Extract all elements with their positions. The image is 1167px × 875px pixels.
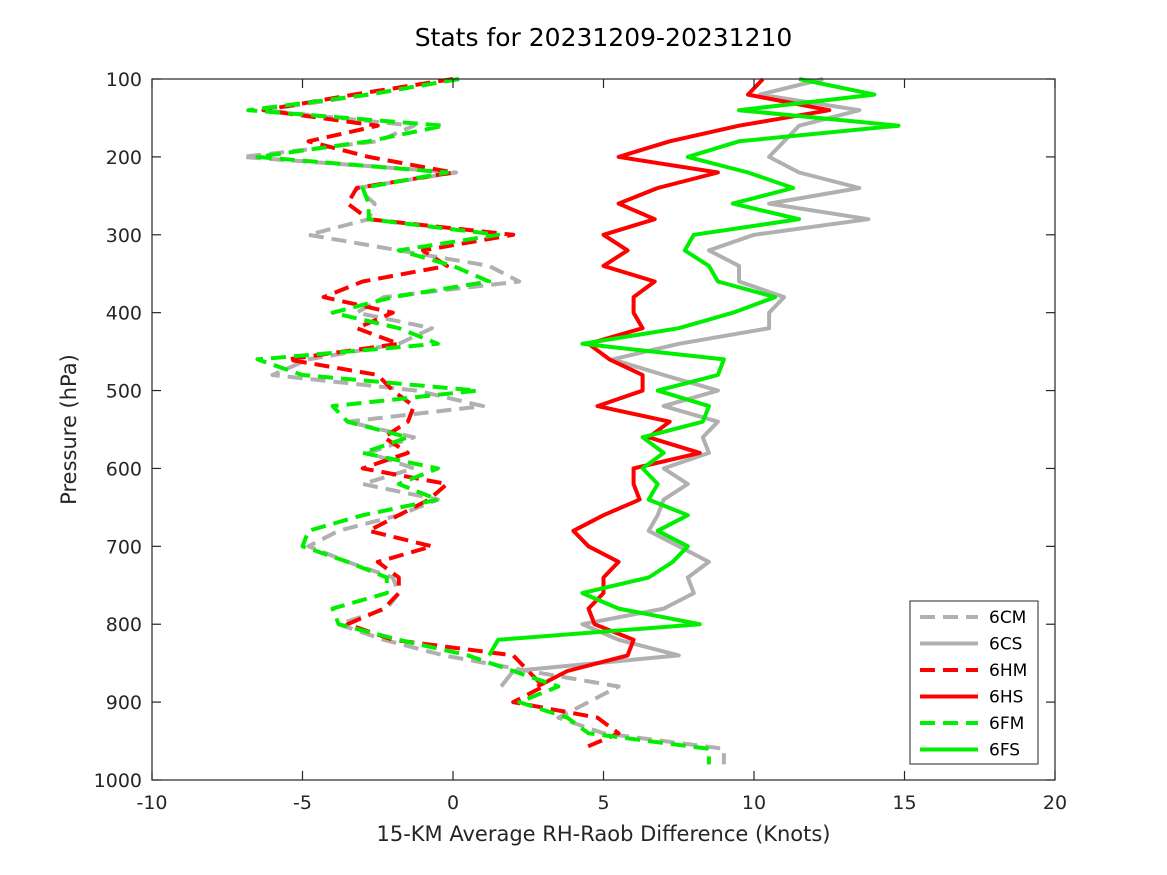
x-axis-label: 15-KM Average RH-Raob Difference (Knots) bbox=[376, 822, 830, 846]
legend: 6CM 6CS 6HM 6HS 6FM 6FS bbox=[909, 600, 1039, 765]
x-tick-label: 0 bbox=[447, 792, 459, 814]
legend-label-6fm: 6FM bbox=[989, 714, 1024, 734]
series-line-6hs bbox=[536, 77, 832, 689]
legend-label-6cm: 6CM bbox=[989, 608, 1026, 628]
x-tick-label: 5 bbox=[597, 792, 609, 814]
chart-title: Stats for 20231209-20231210 bbox=[415, 23, 793, 52]
y-tick-label: 800 bbox=[106, 614, 142, 636]
x-tick-label: 10 bbox=[742, 792, 766, 814]
y-tick-label: 400 bbox=[106, 303, 142, 325]
series-line-6fs bbox=[487, 77, 901, 657]
axis-ticks: -10 -5 0 5 10 15 20 100 200 300 400 500 600 700 800 900… bbox=[94, 69, 1067, 814]
y-tick-label: 300 bbox=[106, 225, 142, 247]
x-tick-label: 20 bbox=[1043, 792, 1067, 814]
y-tick-label: 1000 bbox=[94, 770, 142, 792]
y-tick-label: 500 bbox=[106, 381, 142, 403]
legend-label-6fs: 6FS bbox=[989, 741, 1020, 761]
y-tick-label: 100 bbox=[106, 69, 142, 91]
series-layer bbox=[240, 77, 901, 765]
x-tick-label: -10 bbox=[136, 792, 167, 814]
y-axis-label: Pressure (hPa) bbox=[57, 354, 81, 505]
legend-box bbox=[909, 600, 1039, 765]
plot-frame bbox=[151, 78, 1056, 781]
y-tick-label: 600 bbox=[106, 458, 142, 480]
series-line-6fm bbox=[246, 77, 711, 765]
y-tick-label: 700 bbox=[106, 536, 142, 558]
legend-label-6hs: 6HS bbox=[989, 688, 1023, 708]
y-tick-label: 200 bbox=[106, 147, 142, 169]
y-tick-label: 900 bbox=[106, 692, 142, 714]
x-tick-label: -5 bbox=[293, 792, 312, 814]
x-tick-label: 15 bbox=[892, 792, 916, 814]
legend-label-6hm: 6HM bbox=[989, 661, 1027, 681]
legend-label-6cs: 6CS bbox=[989, 635, 1022, 655]
